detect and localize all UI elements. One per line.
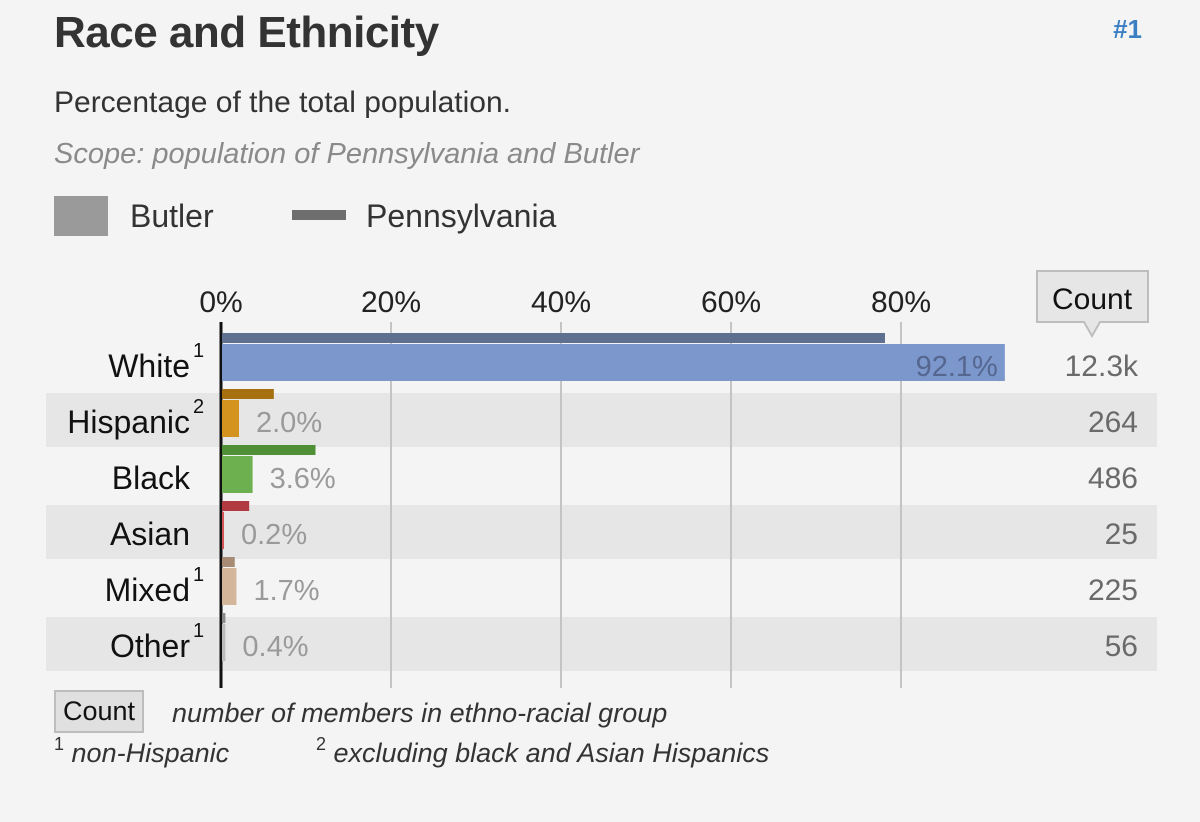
- legend-pennsylvania-swatch: [292, 210, 346, 220]
- bar-butler-asian: [222, 512, 224, 549]
- count-value: 12.3k: [1065, 350, 1139, 383]
- row-band: [46, 393, 1157, 447]
- count-header: Count: [1036, 270, 1149, 339]
- count-note-text: number of members in ethno-racial group: [172, 698, 668, 728]
- footnote-2-text: excluding black and Asian Hispanics: [333, 738, 770, 768]
- x-tick-label: 80%: [871, 286, 931, 319]
- footnote-2: 2 excluding black and Asian Hispanics: [316, 734, 770, 769]
- bar-butler-hispanic: [222, 400, 239, 437]
- row-band: [46, 617, 1157, 671]
- footnote-1-text: non-Hispanic: [71, 738, 230, 768]
- bar-pennsylvania-white: [222, 333, 885, 343]
- category-superscript: 1: [193, 564, 204, 586]
- x-tick-label: 20%: [361, 286, 421, 319]
- chart-title: Race and Ethnicity: [54, 8, 439, 57]
- bar-pennsylvania-mixed: [222, 557, 235, 567]
- x-tick-label: 40%: [531, 286, 591, 319]
- category-superscript: 1: [193, 340, 204, 362]
- count-note-box: Count: [54, 690, 145, 733]
- bar-pennsylvania-hispanic: [222, 389, 274, 399]
- value-label: 3.6%: [270, 463, 336, 495]
- category-label: Hispanic: [67, 404, 190, 440]
- footnote-1: 1 non-Hispanic: [54, 734, 230, 769]
- value-label: 0.2%: [241, 519, 307, 551]
- category-label: Other: [110, 628, 190, 664]
- value-label: 1.7%: [253, 575, 319, 607]
- bar-butler-other: [222, 624, 226, 661]
- bar-pennsylvania-asian: [222, 501, 250, 511]
- bar-butler-mixed: [222, 568, 237, 605]
- category-superscript: 1: [193, 620, 204, 642]
- count-value: 225: [1088, 574, 1138, 607]
- legend-butler-swatch: [54, 196, 108, 236]
- category-label: Mixed: [105, 572, 190, 608]
- x-tick-label: 60%: [701, 286, 761, 319]
- count-value: 25: [1105, 518, 1138, 551]
- footnote-1-marker: 1: [54, 734, 65, 754]
- count-value: 486: [1088, 462, 1138, 495]
- legend-pennsylvania-label: Pennsylvania: [366, 198, 557, 234]
- value-label: 2.0%: [256, 407, 322, 439]
- legend-butler-label: Butler: [130, 198, 214, 234]
- category-label: Black: [112, 460, 191, 496]
- rank-link[interactable]: #1: [1113, 14, 1142, 44]
- bar-butler-white: [222, 344, 1005, 381]
- row-band: [46, 505, 1157, 559]
- bar-butler-black: [222, 456, 253, 493]
- x-tick-label: 0%: [199, 286, 242, 319]
- count-header-box: [1036, 270, 1149, 339]
- count-value: 264: [1088, 406, 1138, 439]
- count-value: 56: [1105, 630, 1138, 663]
- chart-scope: Scope: population of Pennsylvania and Bu…: [54, 138, 640, 170]
- category-label: White: [108, 348, 190, 384]
- category-label: Asian: [110, 516, 190, 552]
- value-label: 92.1%: [916, 351, 998, 383]
- chart-subtitle: Percentage of the total population.: [54, 86, 512, 119]
- category-superscript: 2: [193, 396, 204, 418]
- count-header-label: Count: [1052, 283, 1133, 316]
- value-label: 0.4%: [242, 631, 308, 663]
- bar-pennsylvania-other: [222, 613, 226, 623]
- bar-pennsylvania-black: [222, 445, 316, 455]
- footnote-2-marker: 2: [316, 734, 327, 754]
